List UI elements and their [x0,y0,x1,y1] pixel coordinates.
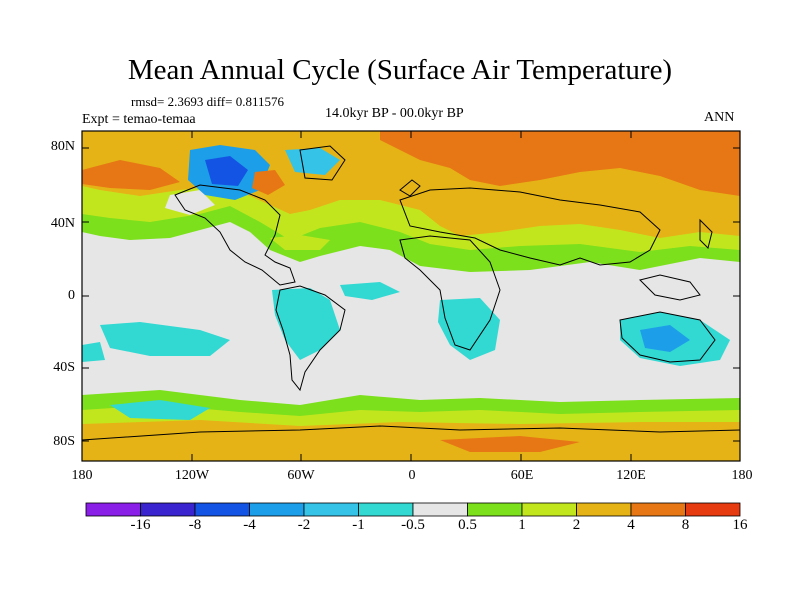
lon-label-120w: 120W [174,468,210,483]
lat-label-40s: 40S [53,360,75,375]
colorbar-box [412,502,468,517]
field-cyan-atlantic [340,282,400,300]
colorbar-label: -16 [130,517,151,533]
colorbar-label: 0.5 [458,517,477,533]
field-cyan-south-america [272,288,340,360]
field-orange-hudson [252,170,285,195]
lon-label-180w: 180 [71,468,93,483]
colorbar-box [467,502,523,517]
coast-britain [399,179,421,197]
colorbar-label: -8 [188,517,202,533]
coast-australia [619,311,716,363]
field-gold-antarctic [82,420,740,461]
colorbar-label: -2 [297,517,311,533]
lon-label-60e: 60E [510,468,534,483]
field-cyan-south-africa [438,298,500,360]
coast-greenland [299,145,346,181]
colorbar-box [358,502,414,517]
lat-label-80n: 80N [50,139,75,154]
field-orange-antarctic [440,436,580,452]
field-orange-arctic [380,131,740,196]
colorbar-box [249,502,305,517]
field-gold-labrador [310,178,338,196]
lat-label-40n: 40N [50,216,75,231]
colorbar-box [576,502,632,517]
field-cyan-greenland [285,148,340,175]
coast-antarctica [82,425,740,441]
colorbar-box [303,502,359,517]
colorbar [85,502,741,517]
colorbar-box [140,502,196,517]
field-gray-patch-1 [165,190,215,215]
field-lightblue-australia [640,325,690,352]
lon-label-0: 0 [408,468,416,483]
stats-text: rmsd= 2.3693 diff= 0.811576 [131,94,284,109]
coast-eurasia [399,187,661,266]
coast-south-america [275,285,346,392]
coast-africa [399,235,501,351]
coast-japan [699,218,713,249]
colorbar-box [685,502,741,517]
colorbar-label: 2 [572,517,581,533]
colorbar-box [630,502,686,517]
field-cyan-south-pacific [100,322,230,356]
lon-label-120e: 120E [616,468,646,483]
chart-title: Mean Annual Cycle (Surface Air Temperatu… [127,54,673,86]
colorbar-box [521,502,577,517]
colorbar-label: -1 [352,517,365,533]
field-orange-pacific-north [82,160,180,190]
colorbar-label: -4 [243,517,256,533]
field-cyan-edge-west [82,342,105,362]
coastlines [82,145,740,441]
colorbar-label: 8 [681,517,690,533]
colorbar-box [194,502,250,517]
field-lime-patch-1 [270,235,330,250]
colorbar-label: -0.5 [401,517,425,533]
lon-label-180e: 180 [731,468,753,483]
colorbar-label: 1 [518,517,526,533]
colorbar-label: 4 [627,517,635,533]
season-label: ANN [704,110,735,125]
coast-indonesia [639,274,701,301]
field-cyan-south-band [110,400,210,420]
period-label: 14.0kyr BP - 00.0kyr BP [325,106,464,121]
field-blue-laurentide [205,156,248,186]
colorbar-label: 16 [732,517,748,533]
experiment-label: Expt = temao-temaa [82,112,196,127]
lat-label-80s: 80S [53,434,75,449]
coast-north-america [174,184,296,286]
colorbar-box [85,502,141,517]
map-field [82,131,740,461]
lon-label-60w: 60W [287,468,315,483]
axis-ticks [82,131,740,461]
lat-label-eq: 0 [68,288,75,303]
